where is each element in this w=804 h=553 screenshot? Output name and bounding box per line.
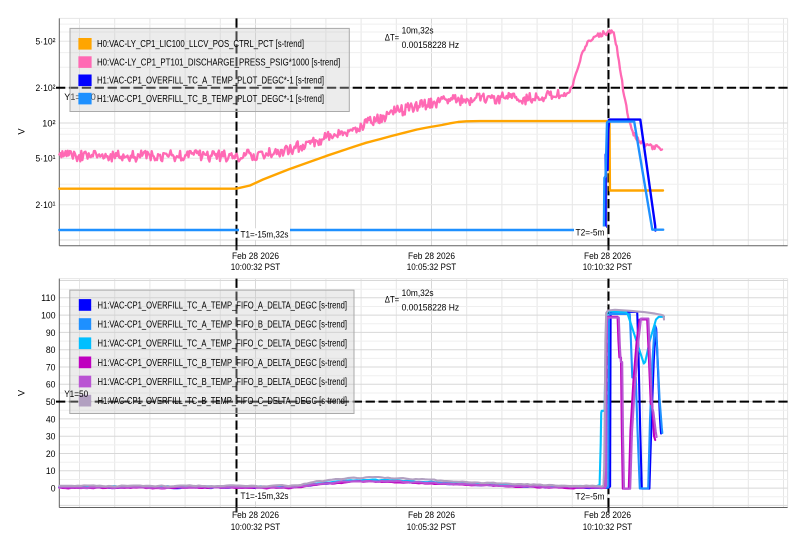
svg-text:50: 50: [46, 397, 56, 408]
svg-text:10:05:32 PST: 10:05:32 PST: [407, 522, 457, 533]
svg-text:H1:VAC-CP1_OVERFILL_TC_B_TEMP_: H1:VAC-CP1_OVERFILL_TC_B_TEMP_FIFO_C_DEL…: [98, 396, 348, 407]
svg-text:Feb 28 2026: Feb 28 2026: [408, 510, 455, 521]
svg-text:90: 90: [46, 328, 56, 339]
svg-text:Feb 28 2026: Feb 28 2026: [584, 510, 631, 521]
svg-text:10m,32s: 10m,32s: [402, 288, 434, 299]
svg-text:0.00158228 Hz: 0.00158228 Hz: [402, 302, 460, 313]
svg-text:10m,32s: 10m,32s: [402, 26, 434, 37]
svg-text:Y1=50: Y1=50: [64, 389, 88, 400]
svg-text:10²: 10²: [42, 118, 55, 129]
svg-text:80: 80: [46, 345, 56, 356]
svg-text:10: 10: [46, 466, 56, 477]
svg-text:10:05:32 PST: 10:05:32 PST: [407, 262, 457, 273]
svg-text:20: 20: [46, 449, 56, 460]
svg-text:10:00:32 PST: 10:00:32 PST: [231, 522, 281, 533]
svg-text:H1:VAC-CP1_OVERFILL_TC_A_TEMP_: H1:VAC-CP1_OVERFILL_TC_A_TEMP_FIFO_A_DEL…: [98, 300, 348, 311]
svg-text:100: 100: [41, 311, 55, 322]
svg-text:10:10:32 PST: 10:10:32 PST: [583, 522, 633, 533]
svg-text:Feb 28 2026: Feb 28 2026: [408, 251, 455, 262]
svg-text:70: 70: [46, 362, 56, 373]
svg-text:H1:VAC-CP1_OVERFILL_TC_A_TEMP_: H1:VAC-CP1_OVERFILL_TC_A_TEMP_PLOT_DEGC*…: [97, 76, 324, 87]
svg-text:T1=-15m,32s: T1=-15m,32s: [241, 491, 289, 502]
svg-text:Feb 28 2026: Feb 28 2026: [232, 510, 279, 521]
svg-text:5·10¹: 5·10¹: [36, 154, 56, 165]
svg-text:30: 30: [46, 432, 56, 443]
svg-text:H1:VAC-CP1_OVERFILL_TC_A_TEMP_: H1:VAC-CP1_OVERFILL_TC_A_TEMP_FIFO_C_DEL…: [98, 339, 348, 350]
svg-text:2·10²: 2·10²: [36, 83, 56, 94]
svg-text:Feb 28 2026: Feb 28 2026: [584, 251, 631, 262]
svg-text:0: 0: [51, 484, 56, 495]
svg-text:ΔT=: ΔT=: [385, 33, 400, 44]
svg-text:T2=-5m: T2=-5m: [576, 228, 605, 239]
svg-text:H0:VAC-LY_CP1_LIC100_LLCV_POS_: H0:VAC-LY_CP1_LIC100_LLCV_POS_CTRL_PCT […: [97, 39, 304, 50]
svg-text:H1:VAC-CP1_OVERFILL_TC_B_TEMP_: H1:VAC-CP1_OVERFILL_TC_B_TEMP_FIFO_A_DEL…: [98, 358, 348, 369]
svg-text:40: 40: [46, 414, 56, 425]
svg-text:60: 60: [46, 380, 56, 391]
svg-text:10:10:32 PST: 10:10:32 PST: [583, 262, 633, 273]
svg-text:T2=-5m: T2=-5m: [576, 492, 605, 503]
svg-text:H1:VAC-CP1_OVERFILL_TC_B_TEMP_: H1:VAC-CP1_OVERFILL_TC_B_TEMP_PLOT_DEGC*…: [97, 94, 324, 105]
svg-text:V: V: [17, 128, 27, 135]
svg-text:Feb 28 2026: Feb 28 2026: [232, 251, 279, 262]
svg-text:ΔT=: ΔT=: [385, 295, 400, 306]
svg-text:0.00158228 Hz: 0.00158228 Hz: [402, 40, 460, 51]
svg-text:110: 110: [41, 293, 55, 304]
svg-text:H1:VAC-CP1_OVERFILL_TC_A_TEMP_: H1:VAC-CP1_OVERFILL_TC_A_TEMP_FIFO_B_DEL…: [98, 320, 348, 331]
svg-text:2·10¹: 2·10¹: [36, 200, 56, 211]
svg-text:5·10²: 5·10²: [36, 37, 56, 48]
svg-text:10:00:32 PST: 10:00:32 PST: [231, 262, 281, 273]
svg-text:T1=-15m,32s: T1=-15m,32s: [241, 229, 289, 240]
svg-text:V: V: [17, 389, 27, 396]
svg-text:H1:VAC-CP1_OVERFILL_TC_B_TEMP_: H1:VAC-CP1_OVERFILL_TC_B_TEMP_FIFO_B_DEL…: [98, 377, 348, 388]
svg-text:H0:VAC-LY_CP1_PT101_DISCHARGE_: H0:VAC-LY_CP1_PT101_DISCHARGE_PRESS_PSIG…: [97, 58, 340, 69]
